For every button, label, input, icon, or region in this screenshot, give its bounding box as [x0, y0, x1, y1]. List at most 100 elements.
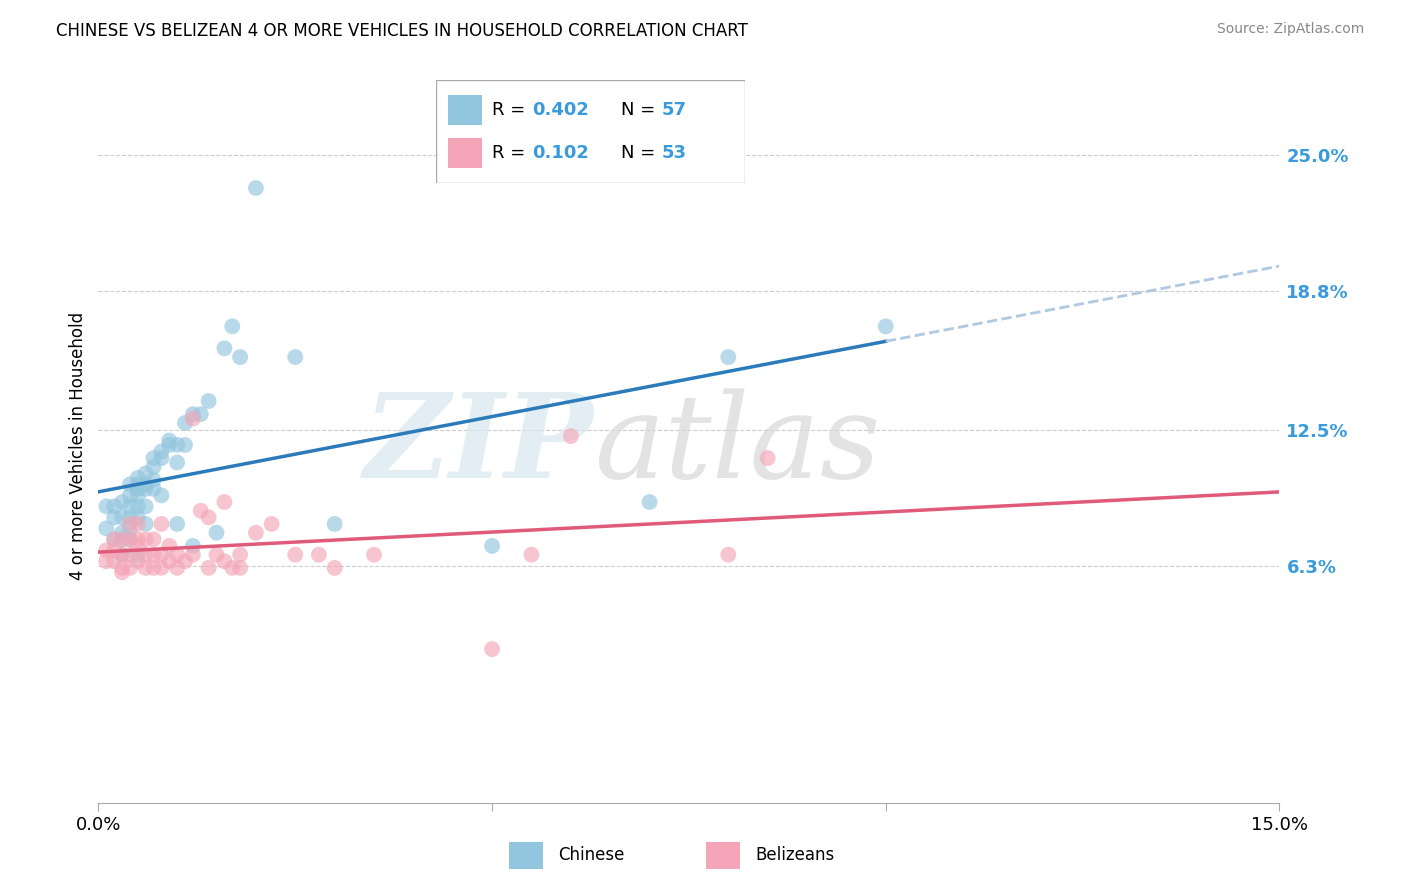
Point — [284, 548, 307, 562]
Point — [166, 438, 188, 452]
Point — [150, 488, 173, 502]
Point — [157, 539, 180, 553]
Point — [103, 554, 125, 568]
Point — [118, 500, 141, 514]
Bar — [449, 138, 482, 168]
Point — [135, 548, 157, 562]
Point — [481, 539, 503, 553]
Point — [166, 548, 188, 562]
Point — [284, 350, 307, 364]
Point — [111, 561, 134, 575]
Point — [142, 561, 165, 575]
Point — [118, 561, 141, 575]
Point — [221, 319, 243, 334]
Point — [245, 181, 267, 195]
Point — [717, 548, 740, 562]
Point — [150, 516, 173, 531]
Point — [166, 516, 188, 531]
Point — [190, 407, 212, 421]
Point — [142, 533, 165, 547]
Text: 57: 57 — [662, 101, 686, 120]
Point — [103, 533, 125, 547]
Bar — [509, 842, 543, 869]
FancyBboxPatch shape — [436, 80, 745, 183]
Y-axis label: 4 or more Vehicles in Household: 4 or more Vehicles in Household — [69, 312, 87, 580]
Point — [157, 554, 180, 568]
Point — [127, 539, 149, 553]
Point — [127, 500, 149, 514]
Text: Chinese: Chinese — [558, 847, 624, 864]
Text: N =: N = — [621, 101, 661, 120]
Point — [150, 444, 173, 458]
Point — [205, 548, 228, 562]
Text: Source: ZipAtlas.com: Source: ZipAtlas.com — [1216, 22, 1364, 37]
Text: 0.402: 0.402 — [531, 101, 589, 120]
Point — [118, 521, 141, 535]
Point — [174, 554, 197, 568]
Point — [197, 510, 219, 524]
Point — [135, 482, 157, 496]
Point — [135, 477, 157, 491]
Text: Belizeans: Belizeans — [755, 847, 834, 864]
Point — [157, 438, 180, 452]
Point — [142, 459, 165, 474]
Point — [308, 548, 330, 562]
Point — [135, 561, 157, 575]
Point — [142, 482, 165, 496]
Point — [150, 548, 173, 562]
Point — [214, 554, 236, 568]
Point — [229, 561, 252, 575]
Point — [103, 543, 125, 558]
Point — [111, 548, 134, 562]
Point — [127, 471, 149, 485]
Point — [756, 451, 779, 466]
Point — [181, 411, 204, 425]
Text: atlas: atlas — [595, 389, 880, 503]
Point — [118, 488, 141, 502]
Text: 53: 53 — [662, 144, 686, 162]
Point — [127, 477, 149, 491]
Point — [127, 548, 149, 562]
Point — [181, 539, 204, 553]
Point — [157, 434, 180, 448]
Point — [638, 495, 661, 509]
Point — [166, 455, 188, 469]
Text: N =: N = — [621, 144, 661, 162]
Text: R =: R = — [492, 101, 530, 120]
Point — [127, 510, 149, 524]
Point — [214, 495, 236, 509]
Point — [166, 561, 188, 575]
Point — [560, 429, 582, 443]
Point — [111, 548, 134, 562]
Point — [111, 533, 134, 547]
Text: 0.102: 0.102 — [531, 144, 589, 162]
Point — [118, 548, 141, 562]
Point — [118, 477, 141, 491]
Point — [96, 543, 118, 558]
Point — [127, 533, 149, 547]
Point — [323, 561, 346, 575]
Point — [111, 533, 134, 547]
Point — [260, 516, 283, 531]
Point — [135, 467, 157, 481]
Point — [127, 488, 149, 502]
Point — [197, 394, 219, 409]
Point — [127, 516, 149, 531]
Point — [118, 516, 141, 531]
Point — [96, 554, 118, 568]
Point — [181, 407, 204, 421]
Point — [111, 566, 134, 580]
Bar — [449, 95, 482, 125]
Point — [181, 548, 204, 562]
Text: R =: R = — [492, 144, 530, 162]
Point — [190, 504, 212, 518]
Point — [205, 525, 228, 540]
Point — [118, 533, 141, 547]
Point — [142, 473, 165, 487]
Point — [142, 451, 165, 466]
Point — [197, 561, 219, 575]
Point — [221, 561, 243, 575]
Point — [229, 350, 252, 364]
Point — [174, 438, 197, 452]
Point — [245, 525, 267, 540]
